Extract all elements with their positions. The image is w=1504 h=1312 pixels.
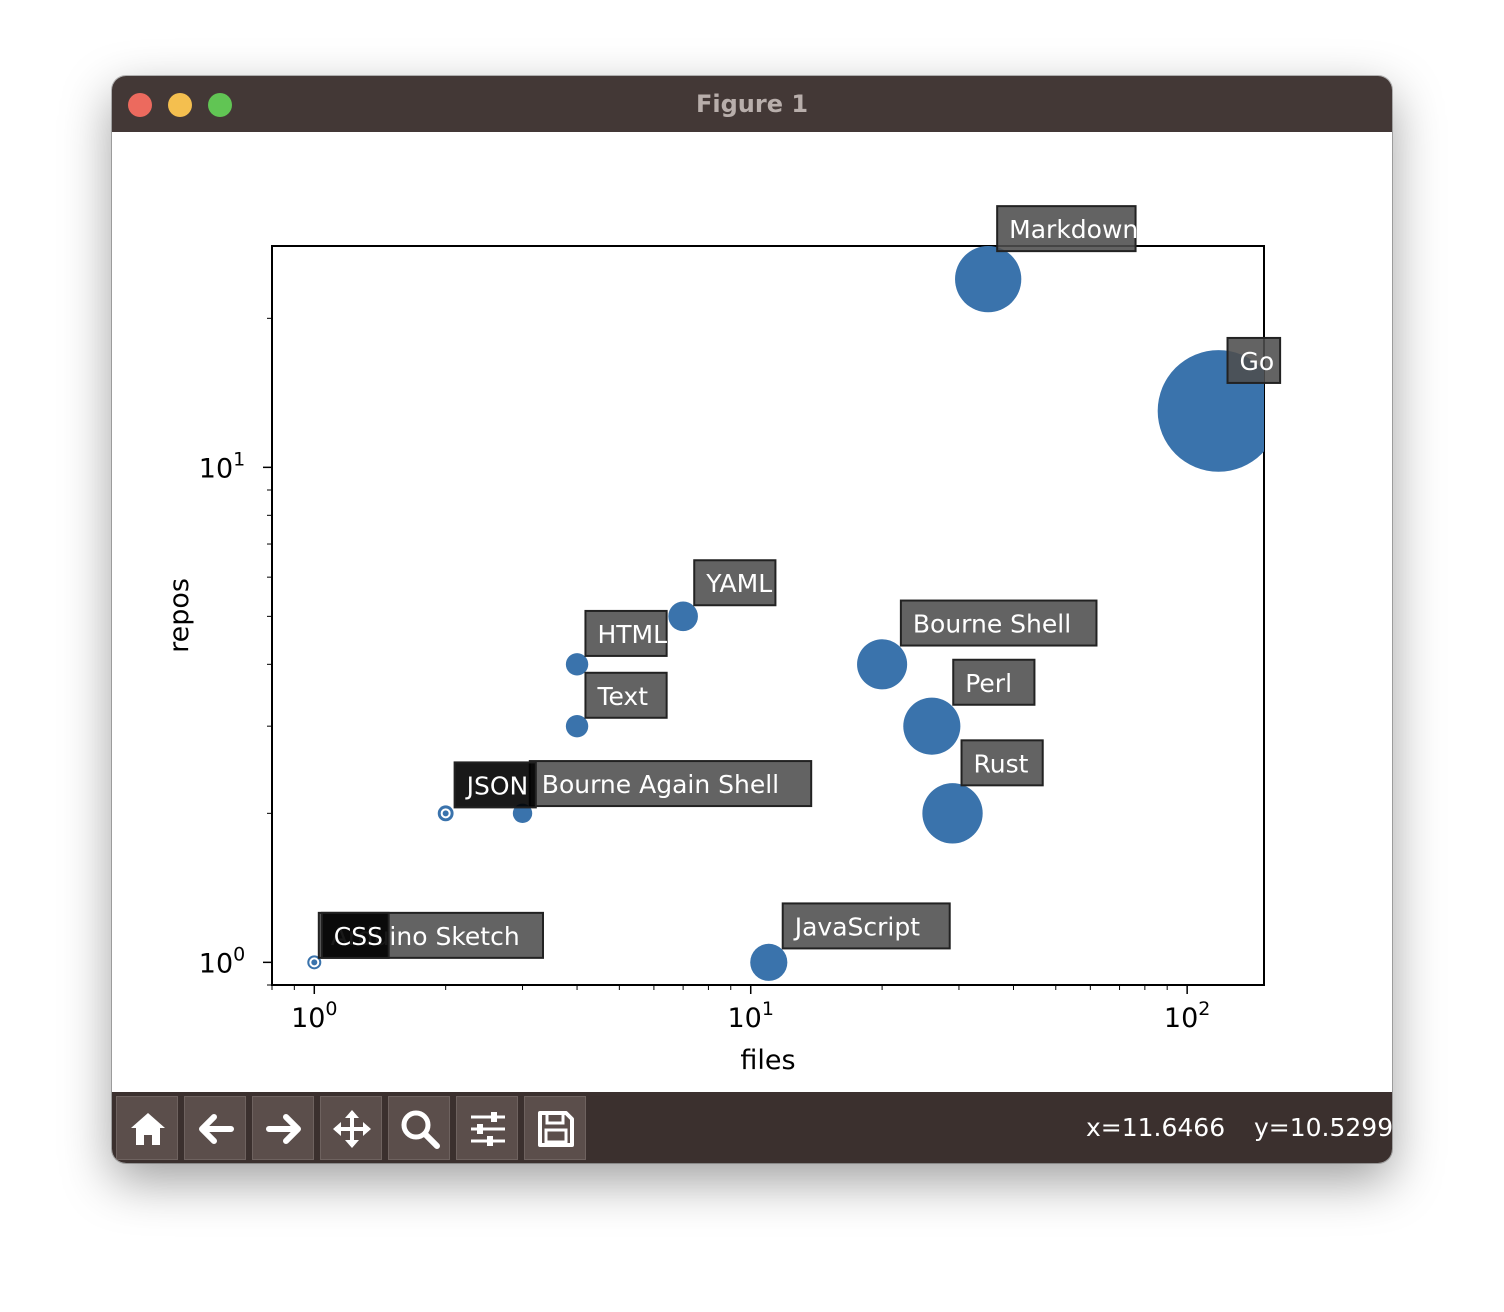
annotation-box: [320, 911, 390, 959]
annotation-rust: Rust: [960, 739, 1044, 787]
annotation-label: Go: [1240, 347, 1275, 376]
title-bar: Figure 1: [112, 76, 1392, 132]
data-point: [922, 783, 983, 844]
annotation-label: Rust: [974, 749, 1029, 778]
annotation-markdown: Markdown: [996, 205, 1138, 253]
maximize-window-button[interactable]: [208, 93, 232, 117]
forward-button[interactable]: [252, 1096, 314, 1160]
navigation-toolbar: x=11.6466 y=10.5299: [112, 1092, 1392, 1163]
pan-button[interactable]: [320, 1096, 382, 1160]
annotation-yaml: YAML: [693, 559, 777, 607]
figure-canvas[interactable]: 100 101 102 100 101 files repos Markdown Go YAML H…: [112, 132, 1392, 1092]
annotation-javascript: JavaScript: [781, 902, 951, 950]
close-window-button[interactable]: [128, 93, 152, 117]
annotation-box: [528, 760, 813, 808]
minimize-window-button[interactable]: [168, 93, 192, 117]
annotation-bourne-shell: Bourne Shell: [899, 599, 1098, 647]
annotation-label: Markdown: [1009, 215, 1138, 244]
annotation-bourne-again-shell: Bourne Again Shell: [528, 760, 813, 808]
x-coordinate-readout: x=11.6466: [1086, 1113, 1226, 1142]
annotation-json: JSON: [453, 761, 537, 809]
save-icon: [538, 1111, 574, 1147]
y-tick-label: 101: [199, 448, 245, 484]
annotation-label: Bourne Again Shell: [542, 770, 779, 799]
move-icon: [333, 1110, 371, 1148]
annotation-label: CSS: [334, 922, 383, 951]
configure-subplots-button[interactable]: [456, 1096, 518, 1160]
data-point: [565, 653, 589, 676]
window-title: Figure 1: [695, 90, 809, 118]
data-point: [903, 697, 961, 755]
data-point: [512, 803, 533, 824]
annotation-box: [781, 902, 951, 950]
y-tick-label: 100: [199, 943, 245, 979]
x-tick-label: 102: [1164, 998, 1210, 1034]
configure-subplots-icon: [471, 1112, 505, 1146]
annotation-box: [952, 658, 1036, 706]
back-arrow-icon: [199, 1114, 234, 1144]
back-button[interactable]: [184, 1096, 246, 1160]
scatter-chart: 100 101 102 100 101 files repos Markdown Go YAML H…: [164, 205, 1282, 1076]
x-axis-label: files: [740, 1045, 795, 1076]
annotation-label: YAML: [705, 569, 772, 598]
annotation-box: [584, 609, 668, 657]
data-point: [668, 601, 698, 632]
x-tick-label: 100: [291, 998, 337, 1034]
save-button[interactable]: [524, 1096, 586, 1160]
annotation-box: [1226, 336, 1282, 384]
annotation-text: Text: [584, 671, 668, 719]
annotation-label: Text: [596, 682, 648, 711]
annotation-perl: Perl: [952, 658, 1036, 706]
annotation-label: HTML: [597, 620, 667, 649]
x-tick-label: 101: [727, 998, 773, 1034]
annotation-html: HTML: [584, 609, 668, 657]
annotation-box: [693, 559, 777, 607]
data-point: [955, 246, 1022, 313]
data-point-core: [442, 810, 449, 817]
annotation-box: [453, 761, 537, 809]
home-icon: [131, 1113, 165, 1145]
annotation-box: [996, 205, 1137, 253]
data-point-core: [311, 959, 318, 966]
y-coordinate-readout: y=10.5299: [1254, 1113, 1392, 1142]
zoom-icon: [401, 1110, 440, 1149]
data-point: [750, 943, 788, 981]
annotation-box: [584, 671, 668, 719]
annotation-label: JavaScript: [793, 912, 921, 941]
data-point: [565, 714, 589, 738]
forward-arrow-icon: [266, 1114, 301, 1144]
y-axis-label: repos: [164, 578, 195, 653]
annotation-label: JSON: [465, 771, 529, 800]
home-button[interactable]: [116, 1096, 178, 1160]
annotation-css: CSS: [320, 911, 390, 959]
data-point: [857, 639, 908, 690]
annotation-label: Bourne Shell: [913, 610, 1071, 639]
zoom-button[interactable]: [388, 1096, 450, 1160]
annotation-go: Go: [1226, 336, 1282, 384]
annotation-box: [960, 739, 1044, 787]
axes-frame: [271, 245, 1265, 986]
annotation-label: Perl: [965, 669, 1012, 698]
annotation-box: [899, 599, 1098, 647]
figure-window: Figure 1 100 101 102 100 101 files repos Markdo…: [112, 76, 1392, 1163]
